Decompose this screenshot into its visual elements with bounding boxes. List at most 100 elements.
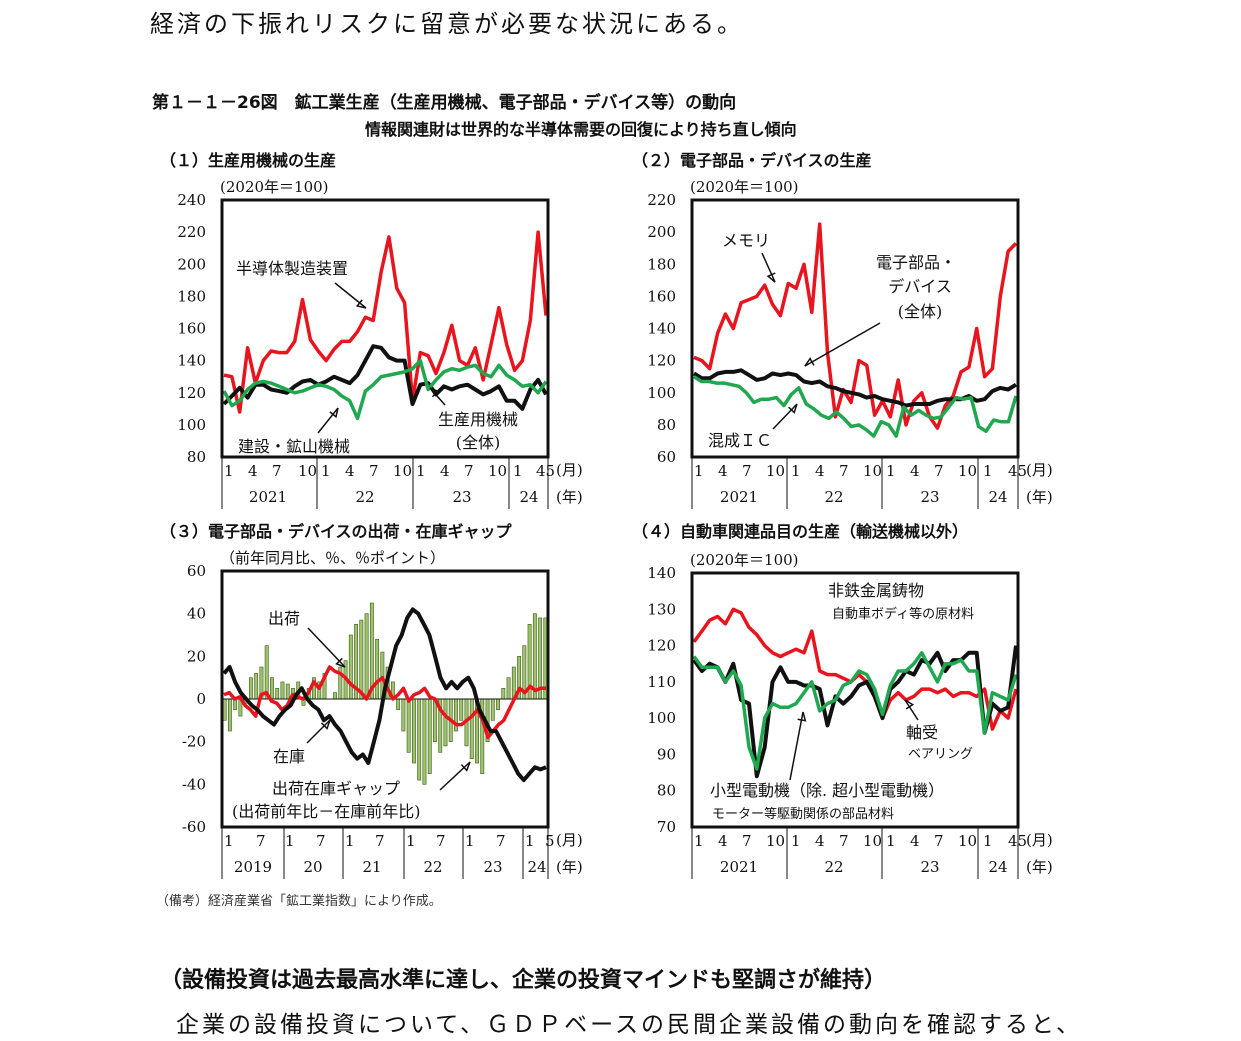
series-line-2-2 <box>693 375 1018 438</box>
panel2-ytick: 220 <box>647 191 676 209</box>
panel2-ytick: 200 <box>647 223 676 241</box>
panel4-ytick: 90 <box>657 745 676 763</box>
panel2-xtick: 7 <box>839 462 849 480</box>
panel2-year: 22 <box>824 488 843 506</box>
panel1-xtick: 4 <box>440 462 450 480</box>
gap-bar <box>433 698 437 742</box>
panel4-year: 23 <box>920 858 939 876</box>
arrow-inventory-head <box>320 719 331 730</box>
panel4-year: 22 <box>824 858 843 876</box>
arrow-semiconductor-head <box>355 299 367 309</box>
panel3-title: （３）電子部品・デバイスの出荷・在庫ギャップ <box>160 522 512 541</box>
gap-bar <box>469 698 474 760</box>
panel4-xtick: 1 <box>791 832 801 850</box>
panel4-ytick: 130 <box>647 600 676 618</box>
panel2-xtick: 1 <box>886 462 896 480</box>
gap-bar <box>364 613 369 700</box>
panel3-ytick: 40 <box>187 605 206 623</box>
arrow-shipments <box>307 627 346 668</box>
gap-bar <box>254 673 259 700</box>
label-gap: 出荷在庫ギャップ <box>272 779 400 798</box>
panel4-xtick: 7 <box>742 832 752 850</box>
label-construction-machinery: 建設・鉱山機械 <box>238 437 350 456</box>
series-line-1-0 <box>223 230 548 414</box>
panel1-ytick: 220 <box>177 223 206 241</box>
panel4-xtick: 4 <box>718 832 728 850</box>
panel2-xtick: 1 <box>791 462 801 480</box>
arrow-small-motor <box>789 711 804 781</box>
gap-bar <box>411 698 416 764</box>
arrow-gap-head <box>460 761 471 772</box>
label-electronic-parts: 電子部品・ <box>876 253 956 272</box>
label-hybrid-ic: 混成ＩＣ <box>708 431 772 450</box>
panel4-xtick: 10 <box>958 832 977 850</box>
panel3-xtick: 1 <box>525 832 535 850</box>
panel3-year: 2019 <box>234 858 272 876</box>
label-electronic-total: (全体) <box>898 302 943 321</box>
panel1-ytick: 140 <box>177 352 206 370</box>
panel2-xtick: 10 <box>863 462 882 480</box>
label-gap-formula: (出荷前年比－在庫前年比) <box>232 802 421 821</box>
panel3-xtick: 1 <box>465 832 475 850</box>
panel3-year: 20 <box>303 858 322 876</box>
label-production-machinery: 生産用機械 <box>438 410 518 429</box>
arrow-construction <box>317 407 339 434</box>
panel3-xtick: 1 <box>285 832 295 850</box>
series-line-3-1 <box>222 607 547 783</box>
panel2-ytick: 80 <box>657 416 676 434</box>
gap-bar <box>375 638 380 700</box>
plot-frame <box>690 198 1020 459</box>
panel4-ytick: 80 <box>657 782 676 800</box>
gap-bar <box>348 634 353 700</box>
panel1-unit: (2020年＝100) <box>220 178 329 196</box>
panel4-xtick: 10 <box>863 832 882 850</box>
panel4-xtick: 7 <box>934 832 944 850</box>
gap-bar <box>406 698 411 753</box>
panel1-ytick: 240 <box>177 191 206 209</box>
panel2-xtick: 10 <box>958 462 977 480</box>
panel1-ytick: 200 <box>177 255 206 273</box>
arrow-production-machinery <box>429 387 446 406</box>
panel1-ytick: 180 <box>177 287 206 305</box>
panel3-year-unit: (年) <box>556 858 583 876</box>
panel2-xtick: 4 <box>815 462 825 480</box>
panel2-xtick: 1 <box>983 462 993 480</box>
panel2-ytick: 180 <box>647 255 676 273</box>
panel4-year: 24 <box>988 858 1007 876</box>
panel1-xtick: 1 <box>513 462 523 480</box>
body-text: 企業の設備投資について、ＧＤＰベースの民間企業設備の動向を確認すると、 <box>176 1012 1083 1038</box>
panel4-xtick: 1 <box>983 832 993 850</box>
panel2-unit: (2020年＝100) <box>690 178 799 196</box>
panel3-xtick: 1 <box>406 832 416 850</box>
panel1-xtick: 10 <box>298 462 317 480</box>
panel1-xtick: 7 <box>369 462 379 480</box>
panel3-xtick: 7 <box>375 832 385 850</box>
label-semiconductor-equipment: 半導体製造装置 <box>236 259 348 278</box>
arrow-bearings-head <box>904 699 915 710</box>
panel4-ytick: 110 <box>647 673 676 691</box>
panel1-xtick: 1 <box>416 462 426 480</box>
panel1-ytick: 100 <box>177 416 206 434</box>
series-line-4-1 <box>692 645 1018 779</box>
panel4-ytick: 140 <box>647 564 676 582</box>
gap-bar <box>490 698 495 721</box>
panel3-xtick: 7 <box>496 832 506 850</box>
panel3-month-unit: (月) <box>556 831 583 849</box>
panel4-xtick: 7 <box>839 832 849 850</box>
panel3-ytick: 20 <box>187 647 206 665</box>
panel4-ytick: 70 <box>657 818 676 836</box>
panel3-xtick: 7 <box>316 832 326 850</box>
panel2-year: 24 <box>988 488 1007 506</box>
panel2-ytick: 120 <box>647 352 676 370</box>
panel3-year: 22 <box>423 858 442 876</box>
panel4-title: （４）自動車関連品目の生産（輸送機械以外） <box>632 522 969 541</box>
gap-bar <box>422 698 427 785</box>
figure-title: 第１－１－26図 鉱工業生産（生産用機械、電子部品・デバイス等）の動向 <box>152 93 737 113</box>
panel2-ytick: 100 <box>647 384 676 402</box>
gap-bar <box>270 677 274 700</box>
panel4-ytick: 120 <box>647 637 676 655</box>
panel4-ytick: 100 <box>647 709 676 727</box>
panel3-xtick: 1 <box>224 832 234 850</box>
panel1-xtick: 45 <box>536 462 555 480</box>
panel2-xtick: 4 <box>718 462 728 480</box>
